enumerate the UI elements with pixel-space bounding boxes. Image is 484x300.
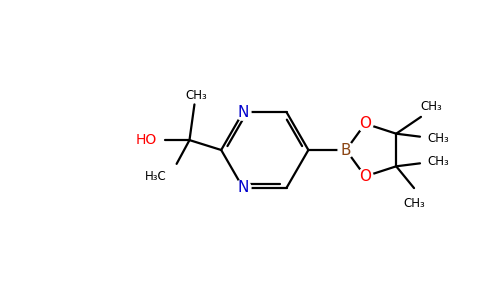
Text: HO: HO bbox=[136, 133, 157, 147]
Circle shape bbox=[235, 104, 251, 120]
Text: CH₃: CH₃ bbox=[420, 100, 442, 113]
Text: N: N bbox=[237, 180, 249, 195]
Text: CH₃: CH₃ bbox=[403, 197, 425, 211]
Circle shape bbox=[357, 169, 373, 184]
Text: CH₃: CH₃ bbox=[427, 155, 449, 168]
Text: CH₃: CH₃ bbox=[427, 132, 449, 145]
Circle shape bbox=[235, 180, 251, 196]
Circle shape bbox=[338, 142, 354, 158]
Text: O: O bbox=[359, 116, 371, 131]
Text: CH₃: CH₃ bbox=[185, 89, 207, 102]
Circle shape bbox=[357, 116, 373, 131]
Text: N: N bbox=[237, 105, 249, 120]
Text: B: B bbox=[341, 142, 351, 158]
Text: O: O bbox=[359, 169, 371, 184]
Text: H₃C: H₃C bbox=[145, 170, 166, 183]
